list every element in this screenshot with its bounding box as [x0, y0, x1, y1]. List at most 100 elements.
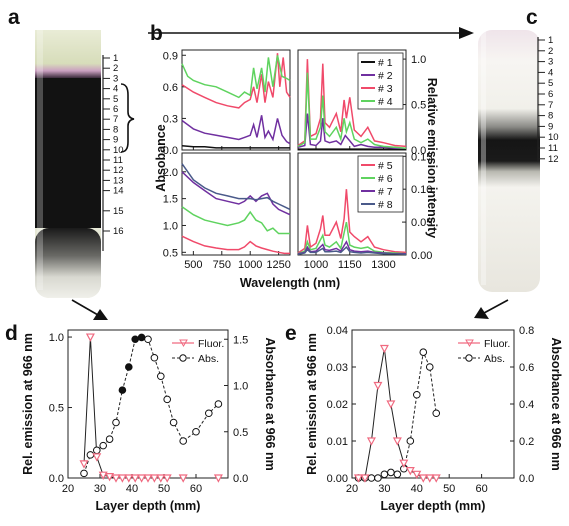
ruler-tick-label: 14	[113, 186, 124, 197]
chart-e: 20 30 40 50 60 0.00 0.01 0.02 0.03 0.04 0.0 0.2 0.4 0…	[305, 325, 563, 513]
panel-label-e: e	[285, 322, 297, 345]
x-tick-label: 30	[378, 483, 390, 495]
plot-frame	[297, 152, 407, 256]
y-tick-label: 1.0	[49, 332, 64, 344]
fluor-point	[105, 472, 115, 482]
series-line-s5	[181, 235, 290, 255]
y-tick-label: 0.5	[163, 247, 178, 259]
chart-b-emission-top: 0.0 0.5 1.0 # 1# 2# 3# 4	[297, 49, 426, 157]
fluor-point	[156, 474, 166, 483]
series-line-s6	[297, 221, 407, 255]
fluor-line	[358, 348, 437, 479]
x-tick-label: 60	[190, 483, 202, 495]
fluor-point	[353, 474, 363, 483]
b-ylabel-absorbance: Absobance	[154, 124, 168, 191]
abs-point	[86, 451, 95, 459]
abs-point	[163, 395, 171, 404]
y2-tick-label: 1.0	[233, 381, 248, 393]
fluor-point	[213, 474, 223, 483]
y-axis-label: Rel. emission at 966 nm	[305, 333, 319, 475]
y-tick-label: 0.03	[327, 362, 348, 374]
y2-axis-label: Absorbance at 966 nm	[549, 337, 563, 470]
abs-point	[131, 335, 139, 344]
x-tick-label: 1000	[304, 259, 328, 271]
legend-abs-marker	[465, 354, 473, 362]
legend-label: # 3	[378, 83, 393, 95]
y2-tick-label: 0.0	[233, 473, 248, 485]
y2-axis-label: Absorbance at 966 nm	[263, 337, 277, 470]
ruler-tick-label: 2	[548, 46, 553, 57]
series-line-s2	[297, 113, 406, 149]
legend-label: # 4	[378, 96, 393, 108]
abs-point	[419, 348, 428, 357]
arrow-c-to-e	[483, 299, 509, 314]
ruler-tick-label: 1	[548, 35, 553, 46]
x-tick-label: 1250	[266, 259, 290, 271]
abs-point	[214, 400, 223, 408]
x-tick-label: 1150	[338, 259, 362, 271]
abs-point	[387, 468, 395, 477]
abs-point	[169, 418, 178, 427]
fluor-point	[425, 474, 435, 483]
x-tick-label: 20	[62, 483, 74, 495]
fluor-point	[431, 474, 441, 483]
y-axis-label: Rel. emission at 966 nm	[21, 333, 35, 475]
legend-label: # 1	[378, 57, 393, 69]
panel-label-b: b	[150, 22, 163, 45]
tube-a-upper-layer	[35, 30, 101, 78]
abs-point	[112, 418, 120, 427]
ruler-tick-label: 16	[113, 226, 124, 237]
chart-b-absorbance-bottom: 500 750 1000 1250 0.5 1.0 1.5 2.0	[163, 152, 291, 271]
ruler-tick-label: 15	[113, 206, 124, 217]
fluor-point	[111, 474, 121, 483]
series-line-s1	[181, 145, 290, 149]
fluor-point	[124, 474, 134, 483]
ruler-tick-label: 5	[113, 94, 118, 105]
fluor-point	[366, 437, 376, 446]
ruler-tick-label: 9	[548, 121, 553, 132]
abs-point	[179, 437, 187, 445]
fluor-point	[392, 437, 402, 446]
y-tick-label: 1.0	[411, 54, 426, 66]
y-tick-label: 0.5	[411, 100, 426, 112]
arrow-head-icon	[459, 27, 474, 39]
ruler-tick-label: 3	[548, 57, 553, 68]
b-xlabel: Wavelength (nm)	[240, 276, 340, 290]
legend-label: Fluor.	[198, 338, 224, 350]
fluor-point	[386, 400, 396, 409]
y-tick-label: 0.01	[327, 436, 348, 448]
series-line-s6	[181, 206, 290, 235]
plot-frame	[181, 152, 291, 256]
x-tick-label: 20	[346, 483, 358, 495]
abs-point	[99, 441, 107, 450]
legend-label: Abs.	[484, 353, 505, 365]
y-tick-label: 0.3	[163, 113, 178, 125]
ruler-tick-label: 10	[113, 145, 124, 156]
ruler-tick-label: 11	[548, 143, 558, 154]
plot-frame	[297, 49, 407, 151]
abs-line	[358, 350, 437, 479]
fluor-point	[178, 474, 188, 483]
abs-point	[125, 363, 133, 371]
x-axis-label: Layer depth (mm)	[96, 499, 201, 513]
x-tick-label: 750	[213, 259, 231, 271]
x-tick-label: 50	[158, 483, 170, 495]
y-tick-label: 0.00	[411, 250, 432, 262]
fluor-point	[149, 474, 159, 483]
abs-point	[157, 372, 165, 381]
legend	[357, 155, 404, 213]
y-tick-label: 0.0	[49, 473, 64, 485]
abs-point	[413, 390, 421, 399]
y2-tick-label: 0.2	[519, 436, 534, 448]
ruler-tick-label: 10	[548, 132, 559, 143]
arrow-a-to-d	[71, 299, 99, 316]
ruler-tick-label: 12	[113, 165, 124, 176]
ruler-tick-label: 6	[548, 89, 553, 100]
series-line-s8	[181, 163, 291, 211]
tube-a-bottom-layer	[35, 228, 101, 298]
panel-label-c: c	[526, 6, 538, 29]
b-ylabel-emission: Relative emission intensity	[425, 78, 439, 239]
